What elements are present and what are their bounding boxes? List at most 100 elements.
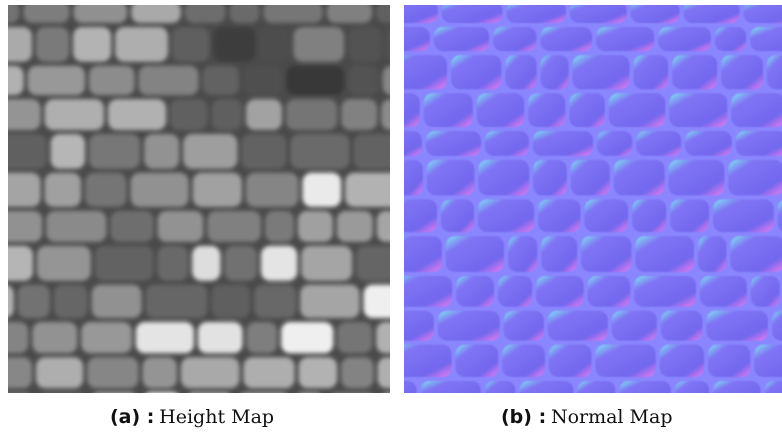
- stone: [540, 27, 592, 51]
- stone: [684, 5, 740, 23]
- stone: [661, 311, 703, 341]
- stone: [441, 199, 474, 232]
- stone: [507, 5, 566, 23]
- stone: [139, 66, 199, 95]
- stone: [636, 131, 681, 156]
- stone: [438, 311, 500, 341]
- stone: [750, 27, 782, 51]
- stone: [538, 199, 580, 232]
- stone: [504, 311, 544, 341]
- stone: [767, 55, 782, 89]
- stone: [108, 99, 166, 130]
- caption-text: Height Map: [159, 406, 274, 428]
- stone: [211, 99, 242, 130]
- stone: [241, 134, 286, 169]
- stone: [146, 285, 208, 318]
- stone: [536, 276, 583, 307]
- stone: [730, 236, 782, 272]
- stone: [300, 285, 359, 318]
- stone: [246, 173, 299, 207]
- stone: [263, 5, 322, 23]
- stone: [192, 246, 220, 281]
- stone: [181, 357, 240, 388]
- stone: [577, 381, 615, 393]
- stone: [658, 27, 711, 51]
- stone: [508, 236, 537, 272]
- caption-b: (b) : Normal Map: [501, 406, 673, 429]
- stone: [721, 55, 763, 89]
- stone: [213, 27, 255, 62]
- stone: [110, 211, 153, 242]
- stone: [751, 276, 780, 307]
- stone: [519, 381, 573, 393]
- stone: [381, 99, 390, 130]
- stone: [46, 211, 106, 242]
- stone: [51, 134, 85, 169]
- stone: [478, 199, 534, 232]
- caption-text: Normal Map: [551, 406, 673, 428]
- stone: [243, 357, 294, 388]
- stone: [261, 246, 297, 281]
- stone: [404, 5, 438, 23]
- stone: [54, 285, 88, 318]
- stone: [713, 381, 760, 393]
- stone: [541, 236, 577, 272]
- stone: [89, 66, 135, 95]
- stone: [424, 93, 473, 127]
- caption-a: (a) : Height Map: [110, 406, 274, 429]
- stone: [170, 99, 207, 130]
- stone: [633, 55, 668, 89]
- stone: [635, 236, 694, 272]
- stone: [211, 285, 250, 318]
- stone: [581, 236, 631, 272]
- stone: [92, 285, 142, 318]
- stone: [404, 199, 437, 232]
- stone: [8, 211, 42, 242]
- stone: [224, 246, 257, 281]
- stone: [337, 211, 373, 242]
- stone: [8, 246, 33, 281]
- stone: [354, 134, 390, 169]
- stone: [404, 27, 430, 51]
- stone: [136, 322, 194, 353]
- stone: [708, 345, 750, 377]
- stone: [731, 93, 782, 127]
- stone: [115, 27, 168, 62]
- stone: [541, 55, 569, 89]
- stone: [685, 131, 732, 156]
- stone: [573, 55, 630, 89]
- stone: [404, 93, 420, 127]
- stone: [131, 173, 189, 207]
- stone: [421, 381, 481, 393]
- stone: [299, 357, 337, 388]
- stone: [345, 173, 390, 207]
- stone: [36, 27, 69, 62]
- stone: [73, 27, 111, 62]
- stone: [706, 311, 767, 341]
- stone: [89, 134, 140, 169]
- stone: [230, 5, 260, 23]
- stone: [404, 345, 452, 377]
- stone: [281, 322, 333, 353]
- stone: [298, 211, 333, 242]
- stone: [377, 211, 390, 242]
- stone: [485, 131, 529, 156]
- stone: [698, 236, 726, 272]
- stone: [144, 134, 179, 169]
- stone: [348, 27, 382, 62]
- stone: [660, 345, 704, 377]
- stone: [23, 5, 69, 23]
- stone: [8, 322, 28, 353]
- stone: [290, 134, 349, 169]
- stone: [348, 66, 379, 95]
- stone: [8, 27, 32, 62]
- stone: [427, 160, 475, 196]
- stone: [456, 276, 494, 307]
- stone: [45, 173, 81, 207]
- stone: [157, 246, 188, 281]
- stone: [8, 357, 32, 388]
- stone: [533, 160, 567, 196]
- stone: [533, 131, 593, 156]
- stone: [502, 345, 545, 377]
- stone: [485, 381, 516, 393]
